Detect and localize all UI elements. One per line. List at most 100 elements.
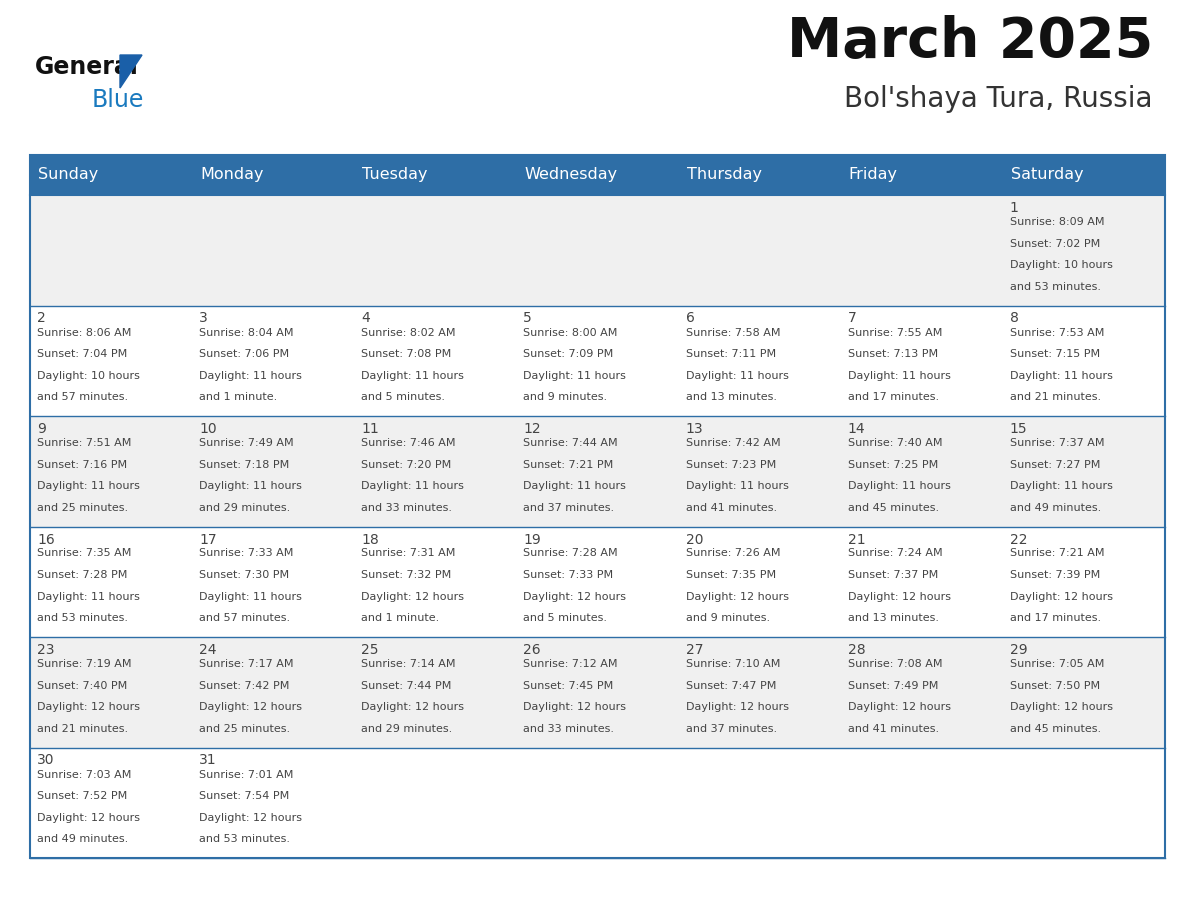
Text: Sunset: 7:54 PM: Sunset: 7:54 PM [200, 791, 290, 801]
Text: Sunset: 7:42 PM: Sunset: 7:42 PM [200, 680, 290, 690]
Bar [1003, 155, 1165, 195]
Text: 15: 15 [1010, 422, 1028, 436]
Bar [354, 155, 517, 195]
Text: Daylight: 12 hours: Daylight: 12 hours [685, 702, 789, 712]
Text: Sunset: 7:50 PM: Sunset: 7:50 PM [1010, 680, 1100, 690]
Text: 11: 11 [361, 422, 379, 436]
Text: Sunset: 7:02 PM: Sunset: 7:02 PM [1010, 239, 1100, 249]
Text: Sunset: 7:18 PM: Sunset: 7:18 PM [200, 460, 290, 469]
Text: 13: 13 [685, 422, 703, 436]
Text: and 49 minutes.: and 49 minutes. [37, 834, 128, 845]
Text: Sunset: 7:23 PM: Sunset: 7:23 PM [685, 460, 776, 469]
Text: Sunset: 7:11 PM: Sunset: 7:11 PM [685, 349, 776, 359]
Polygon shape [120, 55, 143, 88]
Text: 4: 4 [361, 311, 369, 326]
Text: and 49 minutes.: and 49 minutes. [1010, 503, 1101, 512]
Text: Tuesday: Tuesday [362, 167, 428, 183]
Text: Daylight: 11 hours: Daylight: 11 hours [1010, 481, 1113, 491]
Text: Sunrise: 7:01 AM: Sunrise: 7:01 AM [200, 769, 293, 779]
Text: and 53 minutes.: and 53 minutes. [37, 613, 128, 623]
Text: Daylight: 10 hours: Daylight: 10 hours [37, 371, 140, 381]
Text: 19: 19 [524, 532, 542, 546]
Text: Daylight: 12 hours: Daylight: 12 hours [1010, 591, 1113, 601]
Text: 31: 31 [200, 754, 216, 767]
Bar [30, 416, 1165, 527]
Text: and 13 minutes.: and 13 minutes. [685, 392, 777, 402]
Text: and 37 minutes.: and 37 minutes. [685, 723, 777, 733]
Text: Sunrise: 7:55 AM: Sunrise: 7:55 AM [848, 328, 942, 338]
Bar [30, 306, 1165, 416]
Text: Sunrise: 7:33 AM: Sunrise: 7:33 AM [200, 548, 293, 558]
Text: Daylight: 11 hours: Daylight: 11 hours [848, 481, 950, 491]
Text: Thursday: Thursday [687, 167, 762, 183]
Text: and 9 minutes.: and 9 minutes. [524, 392, 607, 402]
Text: Sunrise: 7:12 AM: Sunrise: 7:12 AM [524, 659, 618, 669]
Text: and 5 minutes.: and 5 minutes. [361, 392, 446, 402]
Text: Sunset: 7:21 PM: Sunset: 7:21 PM [524, 460, 614, 469]
Text: Sunrise: 7:26 AM: Sunrise: 7:26 AM [685, 548, 781, 558]
Text: and 33 minutes.: and 33 minutes. [524, 723, 614, 733]
Text: Daylight: 10 hours: Daylight: 10 hours [1010, 260, 1113, 270]
Text: and 1 minute.: and 1 minute. [200, 392, 277, 402]
Text: Sunset: 7:13 PM: Sunset: 7:13 PM [848, 349, 937, 359]
Text: Sunrise: 8:09 AM: Sunrise: 8:09 AM [1010, 217, 1105, 227]
Text: and 25 minutes.: and 25 minutes. [37, 503, 128, 512]
Text: 18: 18 [361, 532, 379, 546]
Bar [30, 747, 1165, 858]
Text: Daylight: 11 hours: Daylight: 11 hours [685, 481, 789, 491]
Text: 29: 29 [1010, 643, 1028, 657]
Text: Sunrise: 7:24 AM: Sunrise: 7:24 AM [848, 548, 942, 558]
Text: Sunrise: 8:02 AM: Sunrise: 8:02 AM [361, 328, 456, 338]
Text: Sunrise: 7:40 AM: Sunrise: 7:40 AM [848, 438, 942, 448]
Bar [30, 637, 1165, 747]
Text: Sunrise: 8:06 AM: Sunrise: 8:06 AM [37, 328, 132, 338]
Text: 17: 17 [200, 532, 216, 546]
Text: Sunset: 7:39 PM: Sunset: 7:39 PM [1010, 570, 1100, 580]
Text: and 57 minutes.: and 57 minutes. [200, 613, 290, 623]
Text: 22: 22 [1010, 532, 1028, 546]
Text: Sunrise: 7:31 AM: Sunrise: 7:31 AM [361, 548, 456, 558]
Text: Daylight: 11 hours: Daylight: 11 hours [1010, 371, 1113, 381]
Text: Sunset: 7:27 PM: Sunset: 7:27 PM [1010, 460, 1100, 469]
Text: Sunset: 7:32 PM: Sunset: 7:32 PM [361, 570, 451, 580]
Text: and 29 minutes.: and 29 minutes. [361, 723, 453, 733]
Text: Sunset: 7:20 PM: Sunset: 7:20 PM [361, 460, 451, 469]
Text: Daylight: 12 hours: Daylight: 12 hours [524, 591, 626, 601]
Text: Bol'shaya Tura, Russia: Bol'shaya Tura, Russia [845, 85, 1154, 113]
Text: and 5 minutes.: and 5 minutes. [524, 613, 607, 623]
Text: Daylight: 11 hours: Daylight: 11 hours [685, 371, 789, 381]
Text: Sunset: 7:25 PM: Sunset: 7:25 PM [848, 460, 939, 469]
Text: 6: 6 [685, 311, 695, 326]
Text: Daylight: 11 hours: Daylight: 11 hours [200, 371, 302, 381]
Text: Daylight: 12 hours: Daylight: 12 hours [37, 702, 140, 712]
Text: 16: 16 [37, 532, 55, 546]
Text: 14: 14 [848, 422, 865, 436]
Text: Daylight: 12 hours: Daylight: 12 hours [200, 702, 302, 712]
Text: Sunrise: 7:14 AM: Sunrise: 7:14 AM [361, 659, 456, 669]
Text: Sunrise: 7:28 AM: Sunrise: 7:28 AM [524, 548, 618, 558]
Text: 21: 21 [848, 532, 865, 546]
Text: Sunday: Sunday [38, 167, 99, 183]
Text: Sunset: 7:44 PM: Sunset: 7:44 PM [361, 680, 451, 690]
Text: Daylight: 11 hours: Daylight: 11 hours [37, 481, 140, 491]
Text: Daylight: 12 hours: Daylight: 12 hours [1010, 702, 1113, 712]
Text: 24: 24 [200, 643, 216, 657]
Text: Sunset: 7:33 PM: Sunset: 7:33 PM [524, 570, 613, 580]
Text: and 45 minutes.: and 45 minutes. [1010, 723, 1101, 733]
Text: 3: 3 [200, 311, 208, 326]
Text: Daylight: 11 hours: Daylight: 11 hours [848, 371, 950, 381]
Bar [192, 155, 354, 195]
Text: General: General [34, 55, 139, 79]
Text: Daylight: 12 hours: Daylight: 12 hours [361, 591, 465, 601]
Text: and 57 minutes.: and 57 minutes. [37, 392, 128, 402]
Text: and 25 minutes.: and 25 minutes. [200, 723, 290, 733]
Text: and 17 minutes.: and 17 minutes. [848, 392, 939, 402]
Text: and 1 minute.: and 1 minute. [361, 613, 440, 623]
Text: Sunrise: 7:10 AM: Sunrise: 7:10 AM [685, 659, 781, 669]
Text: Daylight: 12 hours: Daylight: 12 hours [848, 702, 950, 712]
Text: 25: 25 [361, 643, 379, 657]
Bar [678, 155, 841, 195]
Text: Sunrise: 7:37 AM: Sunrise: 7:37 AM [1010, 438, 1105, 448]
Text: Sunset: 7:08 PM: Sunset: 7:08 PM [361, 349, 451, 359]
Text: Sunrise: 7:19 AM: Sunrise: 7:19 AM [37, 659, 132, 669]
